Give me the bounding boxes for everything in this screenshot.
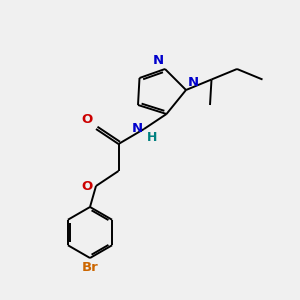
Text: N: N xyxy=(131,122,142,136)
Text: Br: Br xyxy=(82,261,98,274)
Text: O: O xyxy=(81,179,92,193)
Text: N: N xyxy=(152,55,164,68)
Text: H: H xyxy=(146,131,157,144)
Text: N: N xyxy=(188,76,199,88)
Text: O: O xyxy=(81,113,92,126)
